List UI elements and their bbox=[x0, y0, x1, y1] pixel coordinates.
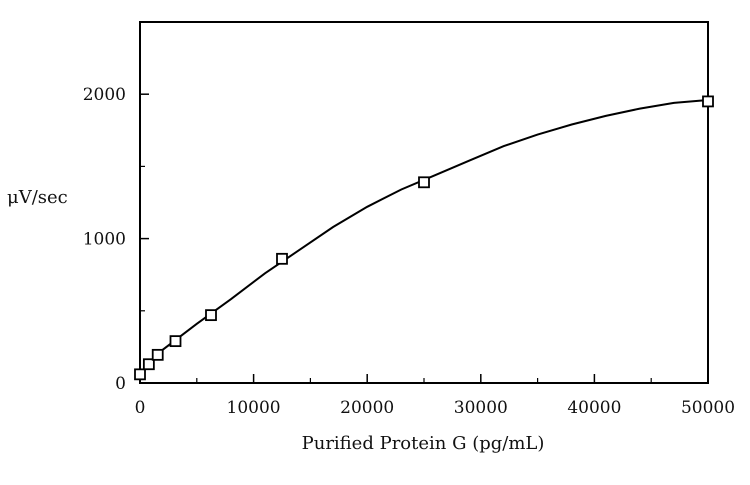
x-tick-label: 20000 bbox=[340, 398, 394, 418]
data-point bbox=[205, 309, 217, 322]
plot-border bbox=[139, 21, 709, 384]
x-axis: 0 10000 20000 30000 40000 50000 bbox=[135, 374, 735, 418]
fit-curve bbox=[139, 99, 709, 375]
x-tick-label: 50000 bbox=[681, 398, 735, 418]
data-points bbox=[134, 95, 714, 381]
y-axis-label: μV/sec bbox=[7, 187, 68, 208]
data-point bbox=[702, 95, 714, 108]
x-tick-label: 10000 bbox=[227, 398, 281, 418]
x-tick-label: 40000 bbox=[567, 398, 621, 418]
data-point bbox=[276, 252, 288, 265]
data-point bbox=[151, 348, 164, 361]
y-tick-label: 2000 bbox=[83, 85, 126, 105]
data-point bbox=[134, 368, 146, 381]
data-point bbox=[142, 358, 155, 371]
x-tick-label: 30000 bbox=[454, 398, 508, 418]
y-axis: 0 1000 2000 bbox=[83, 85, 149, 394]
x-axis-label: Purified Protein G (pg/mL) bbox=[302, 433, 545, 454]
y-tick-label: 1000 bbox=[83, 230, 126, 250]
data-point bbox=[418, 176, 430, 189]
data-point bbox=[169, 335, 182, 348]
plot-frame bbox=[139, 21, 709, 384]
x-tick-label: 0 bbox=[135, 398, 146, 418]
y-tick-label: 0 bbox=[115, 374, 126, 394]
